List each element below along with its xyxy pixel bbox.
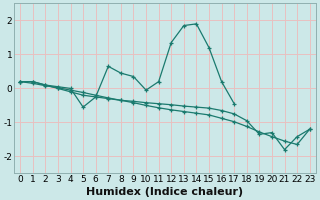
X-axis label: Humidex (Indice chaleur): Humidex (Indice chaleur) — [86, 187, 244, 197]
